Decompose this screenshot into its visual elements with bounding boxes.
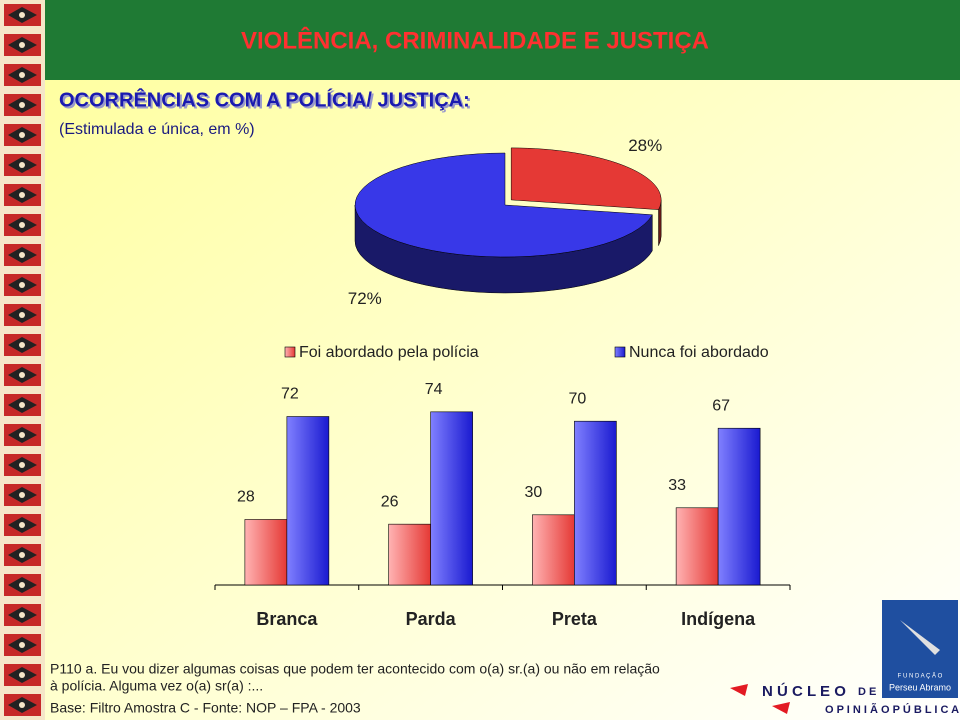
logo-pen xyxy=(900,620,940,655)
data-label: 74 xyxy=(425,381,443,398)
slide-title: VIOLÊNCIA, CRIMINALIDADE E JUSTIÇA xyxy=(241,26,709,54)
data-label: 28 xyxy=(237,489,255,506)
bar xyxy=(286,416,330,586)
source: Base: Filtro Amostra C - Fonte: NOP – FP… xyxy=(50,700,361,716)
bar xyxy=(532,514,575,586)
subtitle-note: (Estimulada e única, em %) xyxy=(59,121,255,138)
question: à polícia. Alguma vez o(a) sr(a) :... xyxy=(50,678,263,694)
data-label: 67 xyxy=(712,397,730,414)
logo-text: O P I N I Ã O P Ú B L I C A xyxy=(825,703,959,716)
bar xyxy=(717,427,761,586)
data-label: 33 xyxy=(668,477,686,494)
legend-swatch xyxy=(614,346,626,358)
legend-label: Foi abordado pela polícia xyxy=(299,344,479,361)
logo-box xyxy=(882,600,958,698)
pie-label: 72% xyxy=(348,289,382,308)
bar xyxy=(244,519,288,586)
x-tick-label: Indígena xyxy=(681,609,756,629)
logo-star xyxy=(772,702,790,714)
bar xyxy=(388,523,431,586)
x-tick-label: Preta xyxy=(552,609,598,629)
data-label: 26 xyxy=(381,493,399,510)
logo-star xyxy=(730,684,748,696)
decorative-strip xyxy=(0,0,45,720)
header-band xyxy=(45,0,960,80)
bar xyxy=(430,411,473,586)
x-tick-label: Branca xyxy=(256,609,318,629)
legend-label: Nunca foi abordado xyxy=(629,344,769,361)
subtitle-shadow: OCORRÊNCIAS COM A POLÍCIA/ JUSTIÇA: xyxy=(61,89,472,113)
logo-foundation: F U N D A Ç Ã O xyxy=(898,673,943,680)
data-label: 30 xyxy=(524,484,542,501)
logo-name: Perseu Abramo xyxy=(889,682,951,692)
bar xyxy=(574,420,617,586)
data-label: 70 xyxy=(568,390,586,407)
data-label: 72 xyxy=(281,386,299,403)
bar xyxy=(675,507,719,586)
pie-label: 28% xyxy=(628,136,662,155)
legend-swatch xyxy=(284,346,296,358)
question: P110 a. Eu vou dizer algumas coisas que … xyxy=(50,661,660,677)
logo-text: D E xyxy=(858,686,876,698)
x-tick-label: Parda xyxy=(406,609,457,629)
subtitle: OCORRÊNCIAS COM A POLÍCIA/ JUSTIÇA: xyxy=(59,87,470,111)
pie-slice xyxy=(510,147,662,210)
logo-text: N Ú C L E O xyxy=(762,682,846,700)
pie-slice xyxy=(354,152,653,258)
